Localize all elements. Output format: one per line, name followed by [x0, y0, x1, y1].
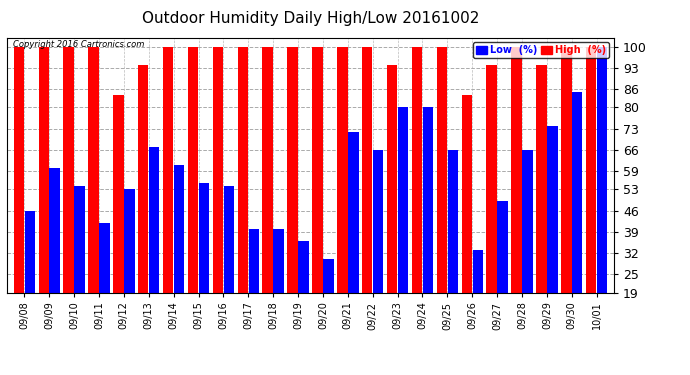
Bar — [124, 189, 135, 350]
Bar — [348, 132, 359, 350]
Bar — [323, 259, 334, 350]
Bar — [511, 46, 522, 350]
Bar — [63, 46, 74, 350]
Bar — [423, 107, 433, 350]
Bar — [138, 65, 148, 350]
Bar — [462, 95, 472, 350]
Bar — [224, 186, 234, 350]
Bar — [75, 186, 85, 350]
Bar — [287, 46, 298, 350]
Bar — [25, 210, 35, 350]
Bar — [174, 165, 184, 350]
Bar — [586, 46, 596, 350]
Bar — [412, 46, 422, 350]
Bar — [313, 46, 323, 350]
Bar — [14, 46, 24, 350]
Bar — [373, 150, 384, 350]
Bar — [572, 92, 582, 350]
Bar — [50, 168, 60, 350]
Bar — [88, 46, 99, 350]
Bar — [248, 229, 259, 350]
Bar — [113, 95, 124, 350]
Bar — [522, 150, 533, 350]
Bar — [473, 250, 483, 350]
Bar — [497, 201, 508, 350]
Bar — [597, 46, 607, 350]
Bar — [39, 46, 49, 350]
Bar — [213, 46, 223, 350]
Bar — [273, 229, 284, 350]
Bar — [262, 46, 273, 350]
Bar — [362, 46, 373, 350]
Bar — [337, 46, 348, 350]
Bar — [547, 126, 558, 350]
Bar — [398, 107, 408, 350]
Bar — [188, 46, 198, 350]
Bar — [298, 241, 308, 350]
Bar — [149, 147, 159, 350]
Bar — [163, 46, 173, 350]
Bar — [99, 223, 110, 350]
Legend: Low  (%), High  (%): Low (%), High (%) — [473, 42, 609, 58]
Bar — [387, 65, 397, 350]
Bar — [448, 150, 458, 350]
Bar — [561, 46, 571, 350]
Bar — [199, 183, 209, 350]
Text: Outdoor Humidity Daily High/Low 20161002: Outdoor Humidity Daily High/Low 20161002 — [142, 11, 479, 26]
Bar — [536, 65, 546, 350]
Bar — [486, 65, 497, 350]
Bar — [437, 46, 447, 350]
Text: Copyright 2016 Cartronics.com: Copyright 2016 Cartronics.com — [13, 40, 144, 49]
Bar — [237, 46, 248, 350]
